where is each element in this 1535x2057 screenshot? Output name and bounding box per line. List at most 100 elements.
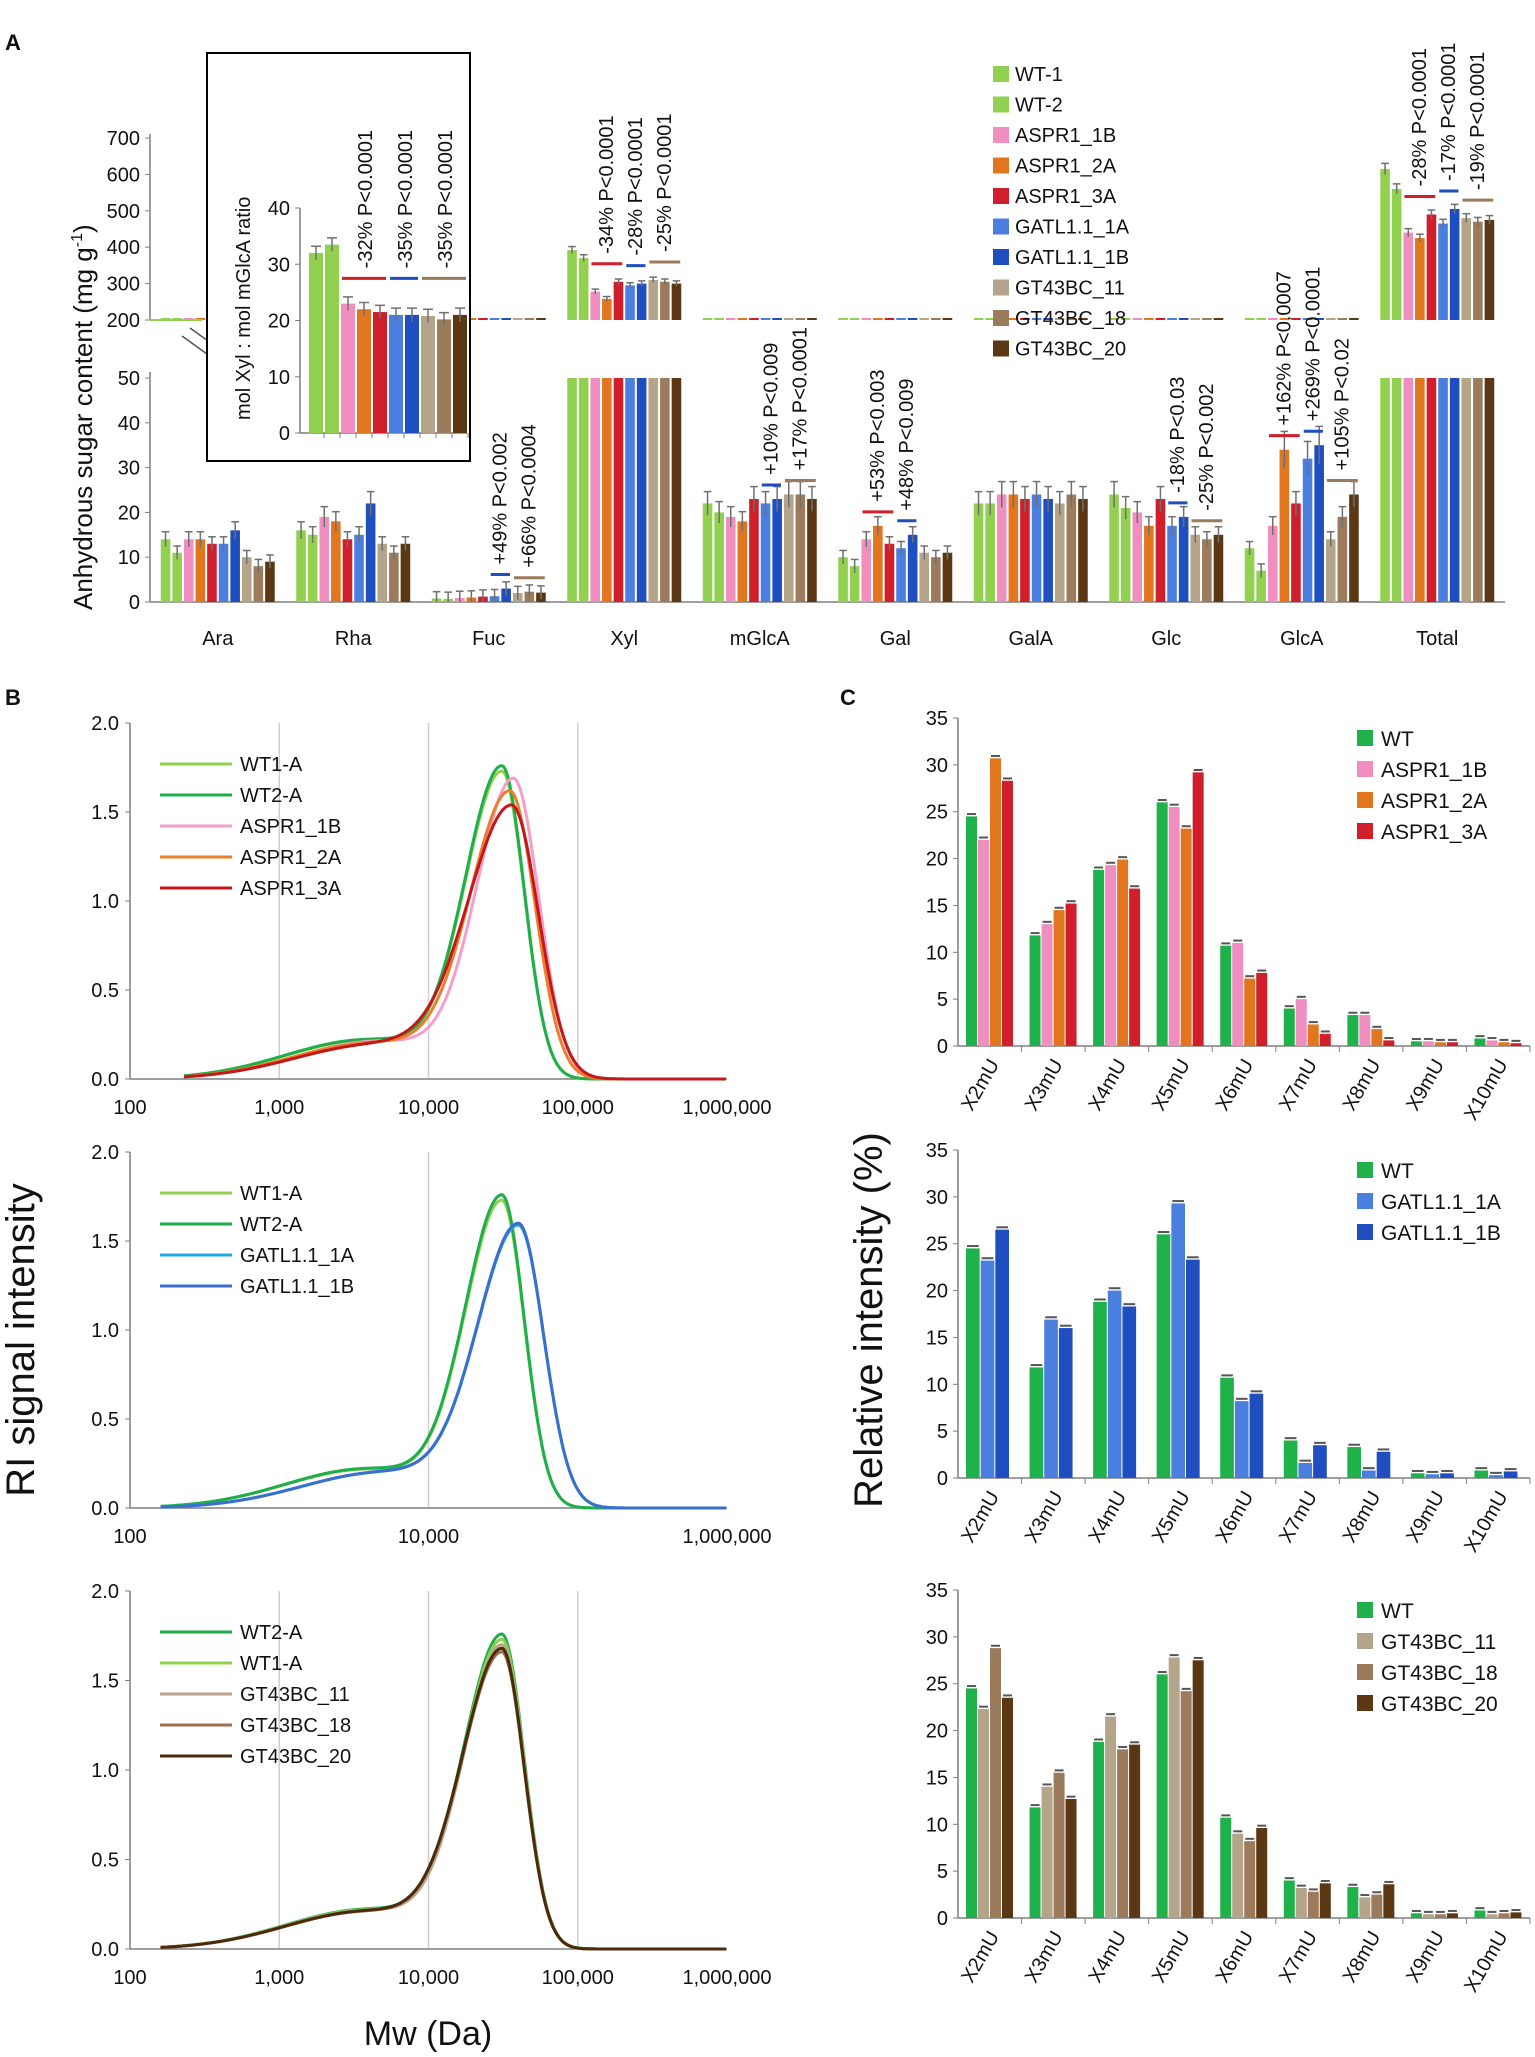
a-bar [1449, 378, 1460, 602]
c-bar [1510, 1043, 1522, 1046]
c-bar [1244, 1841, 1256, 1918]
a-inset-bar [453, 314, 467, 433]
a-significance-label: +49% P<0.002 [489, 432, 511, 564]
a-upper-stub [849, 318, 860, 320]
c-legend-swatch [1357, 823, 1373, 839]
a-bar [996, 494, 1007, 602]
a-upper-stub [1279, 318, 1290, 320]
a-significance-label: +53% P<0.003 [867, 369, 889, 501]
a-upper-stub [919, 318, 930, 320]
c-bar [1093, 869, 1105, 1046]
b-ytick-label: 2.0 [91, 1581, 119, 1603]
c-legend-swatch [1357, 1602, 1373, 1618]
c-bar [1156, 802, 1168, 1046]
a-bar [1267, 525, 1278, 602]
a-inset-significance-label: -35% P<0.0001 [395, 130, 417, 268]
a-bar [973, 503, 984, 602]
c-legend-swatch [1357, 1664, 1373, 1680]
c-ytick-label: 30 [926, 755, 948, 777]
a-inset-bar [373, 312, 387, 433]
a-bar [1202, 539, 1212, 602]
b-ytick-label: 0.5 [91, 1409, 119, 1431]
a-upper-stub [1144, 318, 1154, 320]
a-bar [1144, 525, 1154, 602]
b-xtick-label: 100,000 [542, 1097, 614, 1119]
a-legend-swatch [993, 96, 1009, 113]
c-bar [1029, 1807, 1041, 1918]
c-bar [1503, 1471, 1518, 1478]
a-upper-stub [861, 318, 872, 320]
c-category-label: X6mU [1211, 1056, 1258, 1115]
a-inset-significance-label: -32% P<0.0001 [355, 130, 377, 268]
c-bar [1192, 1660, 1204, 1918]
c-legend-label: GT43BC_11 [1381, 1631, 1496, 1654]
c-category-label: X9mU [1402, 1928, 1449, 1987]
c-ytick-label: 25 [926, 1674, 948, 1696]
c-bar [1002, 780, 1013, 1046]
b-legend-label: GT43BC_11 [240, 1684, 350, 1706]
a-bar [1043, 498, 1053, 602]
panel-label-a: A [5, 30, 21, 55]
a-bar [400, 543, 411, 602]
c-bar [1283, 1008, 1295, 1046]
a-bar [849, 566, 860, 602]
a-bar [648, 378, 659, 602]
a-bar-upper [1391, 188, 1402, 320]
a-bar [1279, 449, 1290, 602]
a-inset-bar [421, 316, 435, 433]
a-bar [725, 516, 736, 602]
c-ytick-label: 5 [937, 989, 948, 1011]
a-legend-label: GT43BC_11 [1015, 278, 1125, 300]
b-curve-gatl1-1-1b [160, 1221, 727, 1510]
a-bar [253, 566, 264, 602]
a-bar [590, 378, 601, 602]
c-category-label: X2mU [957, 1488, 1004, 1547]
a-bar [660, 378, 670, 602]
a-bar [207, 543, 217, 602]
c-ytick-label: 20 [926, 1281, 948, 1303]
a-bar [783, 494, 794, 602]
c-bar [1362, 1470, 1376, 1478]
a-upper-stub [760, 318, 771, 320]
c-bar [1053, 1772, 1065, 1918]
c-bar [1122, 1306, 1137, 1478]
a-bar [1473, 378, 1483, 602]
c-legend-swatch [1357, 761, 1373, 777]
a-bar [365, 503, 376, 602]
a-bar-upper [1380, 168, 1390, 320]
a-bar [230, 530, 240, 602]
b-legend-label: WT1-A [240, 754, 303, 776]
b-legend-label: GT43BC_18 [240, 1715, 351, 1737]
c-bar [1489, 1475, 1503, 1478]
a-category-label: Glc [1151, 628, 1181, 650]
a-bar [884, 543, 895, 602]
c-bar [1041, 1786, 1053, 1918]
a-legend-swatch [993, 249, 1009, 265]
a-bar [838, 557, 848, 602]
c-legend-swatch [1357, 730, 1373, 746]
b-legend-label: WT1-A [240, 1183, 303, 1205]
c-bar [1220, 945, 1232, 1046]
c-bar [1474, 1038, 1486, 1046]
b-legend-label: ASPR1_2A [240, 847, 342, 869]
b-curve-wt2-a [183, 764, 726, 1081]
c-bar [1093, 1301, 1107, 1478]
c-ytick-label: 0 [937, 1036, 948, 1058]
c-bar [1474, 1910, 1486, 1918]
a-inset-bar [309, 253, 323, 433]
a-significance-label: -28% P<0.0001 [1409, 48, 1431, 186]
a-inset-ytick-label: 0 [279, 423, 290, 445]
a-bar-upper [1415, 238, 1425, 320]
c-bar [990, 1648, 1001, 1918]
b-ytick-label: 0.0 [91, 1939, 119, 1961]
c-legend-label: GATL1.1_1A [1381, 1191, 1501, 1214]
c-legend-label: WT [1381, 1160, 1414, 1183]
b-ytick-label: 2.0 [91, 1142, 119, 1164]
c-bar [1220, 1377, 1234, 1478]
a-upper-stub [536, 318, 546, 320]
c-bar [1156, 1234, 1171, 1478]
a-category-label: Ara [202, 628, 234, 650]
a-inset-ytick-label: 40 [268, 198, 290, 220]
c-bar [1371, 1029, 1383, 1046]
